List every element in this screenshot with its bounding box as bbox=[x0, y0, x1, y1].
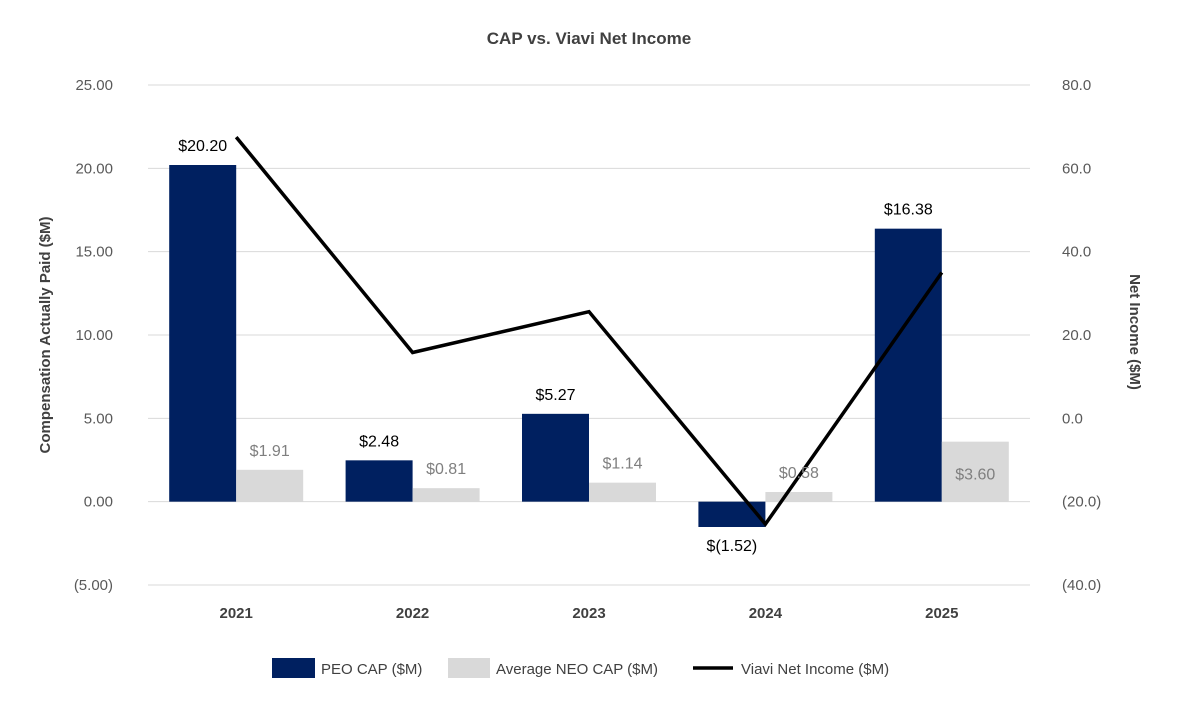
y-tick-label: (5.00) bbox=[74, 577, 113, 594]
data-label-neo: $3.60 bbox=[955, 467, 995, 484]
legend: PEO CAP ($M) Average NEO CAP ($M) Viavi Ne… bbox=[272, 658, 889, 678]
y-tick-label: 15.00 bbox=[75, 244, 113, 261]
x-tick-label: 2021 bbox=[220, 605, 253, 622]
y-tick-label: 20.00 bbox=[75, 160, 113, 177]
y2-tick-label: (40.0) bbox=[1062, 577, 1101, 594]
x-tick-label: 2025 bbox=[925, 605, 958, 622]
legend-label-net-income: Viavi Net Income ($M) bbox=[741, 661, 889, 678]
chart-title: CAP vs. Viavi Net Income bbox=[487, 29, 691, 48]
bar-peo-cap bbox=[874, 228, 942, 502]
x-tick-label: 2023 bbox=[572, 605, 605, 622]
legend-swatch-peo bbox=[272, 658, 315, 678]
data-label-neo: $1.91 bbox=[250, 443, 290, 460]
axes: (5.00) 0.00 5.00 10.00 15.00 20.00 25.00 (40.0)… bbox=[74, 77, 1101, 622]
line-series bbox=[234, 135, 944, 528]
bar-neo-cap bbox=[412, 488, 480, 502]
x-tick-label: 2022 bbox=[396, 605, 429, 622]
data-labels: $20.20 $1.91 $2.48 $0.81 $5.27 $1.14 $(1.52) $0… bbox=[178, 138, 995, 555]
bar-neo-cap bbox=[765, 492, 833, 502]
x-tick-label: 2024 bbox=[749, 605, 783, 622]
data-label-peo: $5.27 bbox=[535, 387, 575, 404]
bars bbox=[169, 165, 1009, 527]
legend-label-peo: PEO CAP ($M) bbox=[321, 661, 422, 678]
y-axis-title: Compensation Actually Paid ($M) bbox=[37, 217, 54, 454]
y2-tick-label: 20.0 bbox=[1062, 327, 1091, 344]
y2-tick-label: (20.0) bbox=[1062, 494, 1101, 511]
data-label-peo: $(1.52) bbox=[707, 538, 758, 555]
bar-neo-cap bbox=[236, 469, 304, 502]
bar-neo-cap bbox=[941, 441, 1009, 502]
y-tick-label: 5.00 bbox=[84, 410, 113, 427]
y2-tick-label: 40.0 bbox=[1062, 244, 1091, 261]
bar-peo-cap bbox=[698, 501, 766, 527]
y2-axis-title: Net Income ($M) bbox=[1126, 274, 1143, 390]
y2-tick-label: 80.0 bbox=[1062, 77, 1091, 94]
bar-peo-cap bbox=[169, 165, 237, 502]
data-label-peo: $16.38 bbox=[884, 202, 933, 219]
data-label-peo: $20.20 bbox=[178, 138, 227, 155]
data-label-neo: $1.14 bbox=[602, 456, 642, 473]
y2-tick-label: 60.0 bbox=[1062, 160, 1091, 177]
bar-peo-cap bbox=[345, 460, 413, 502]
data-label-neo: $0.81 bbox=[426, 461, 466, 478]
data-label-neo: $0.58 bbox=[779, 465, 819, 482]
legend-label-neo: Average NEO CAP ($M) bbox=[496, 661, 658, 678]
bar-neo-cap bbox=[589, 482, 656, 502]
legend-swatch-neo bbox=[448, 658, 490, 678]
y-tick-label: 0.00 bbox=[84, 494, 113, 511]
bar-peo-cap bbox=[522, 413, 589, 502]
y2-tick-label: 0.0 bbox=[1062, 410, 1083, 427]
y-tick-label: 10.00 bbox=[75, 327, 113, 344]
data-label-peo: $2.48 bbox=[359, 433, 399, 450]
y-tick-label: 25.00 bbox=[75, 77, 113, 94]
